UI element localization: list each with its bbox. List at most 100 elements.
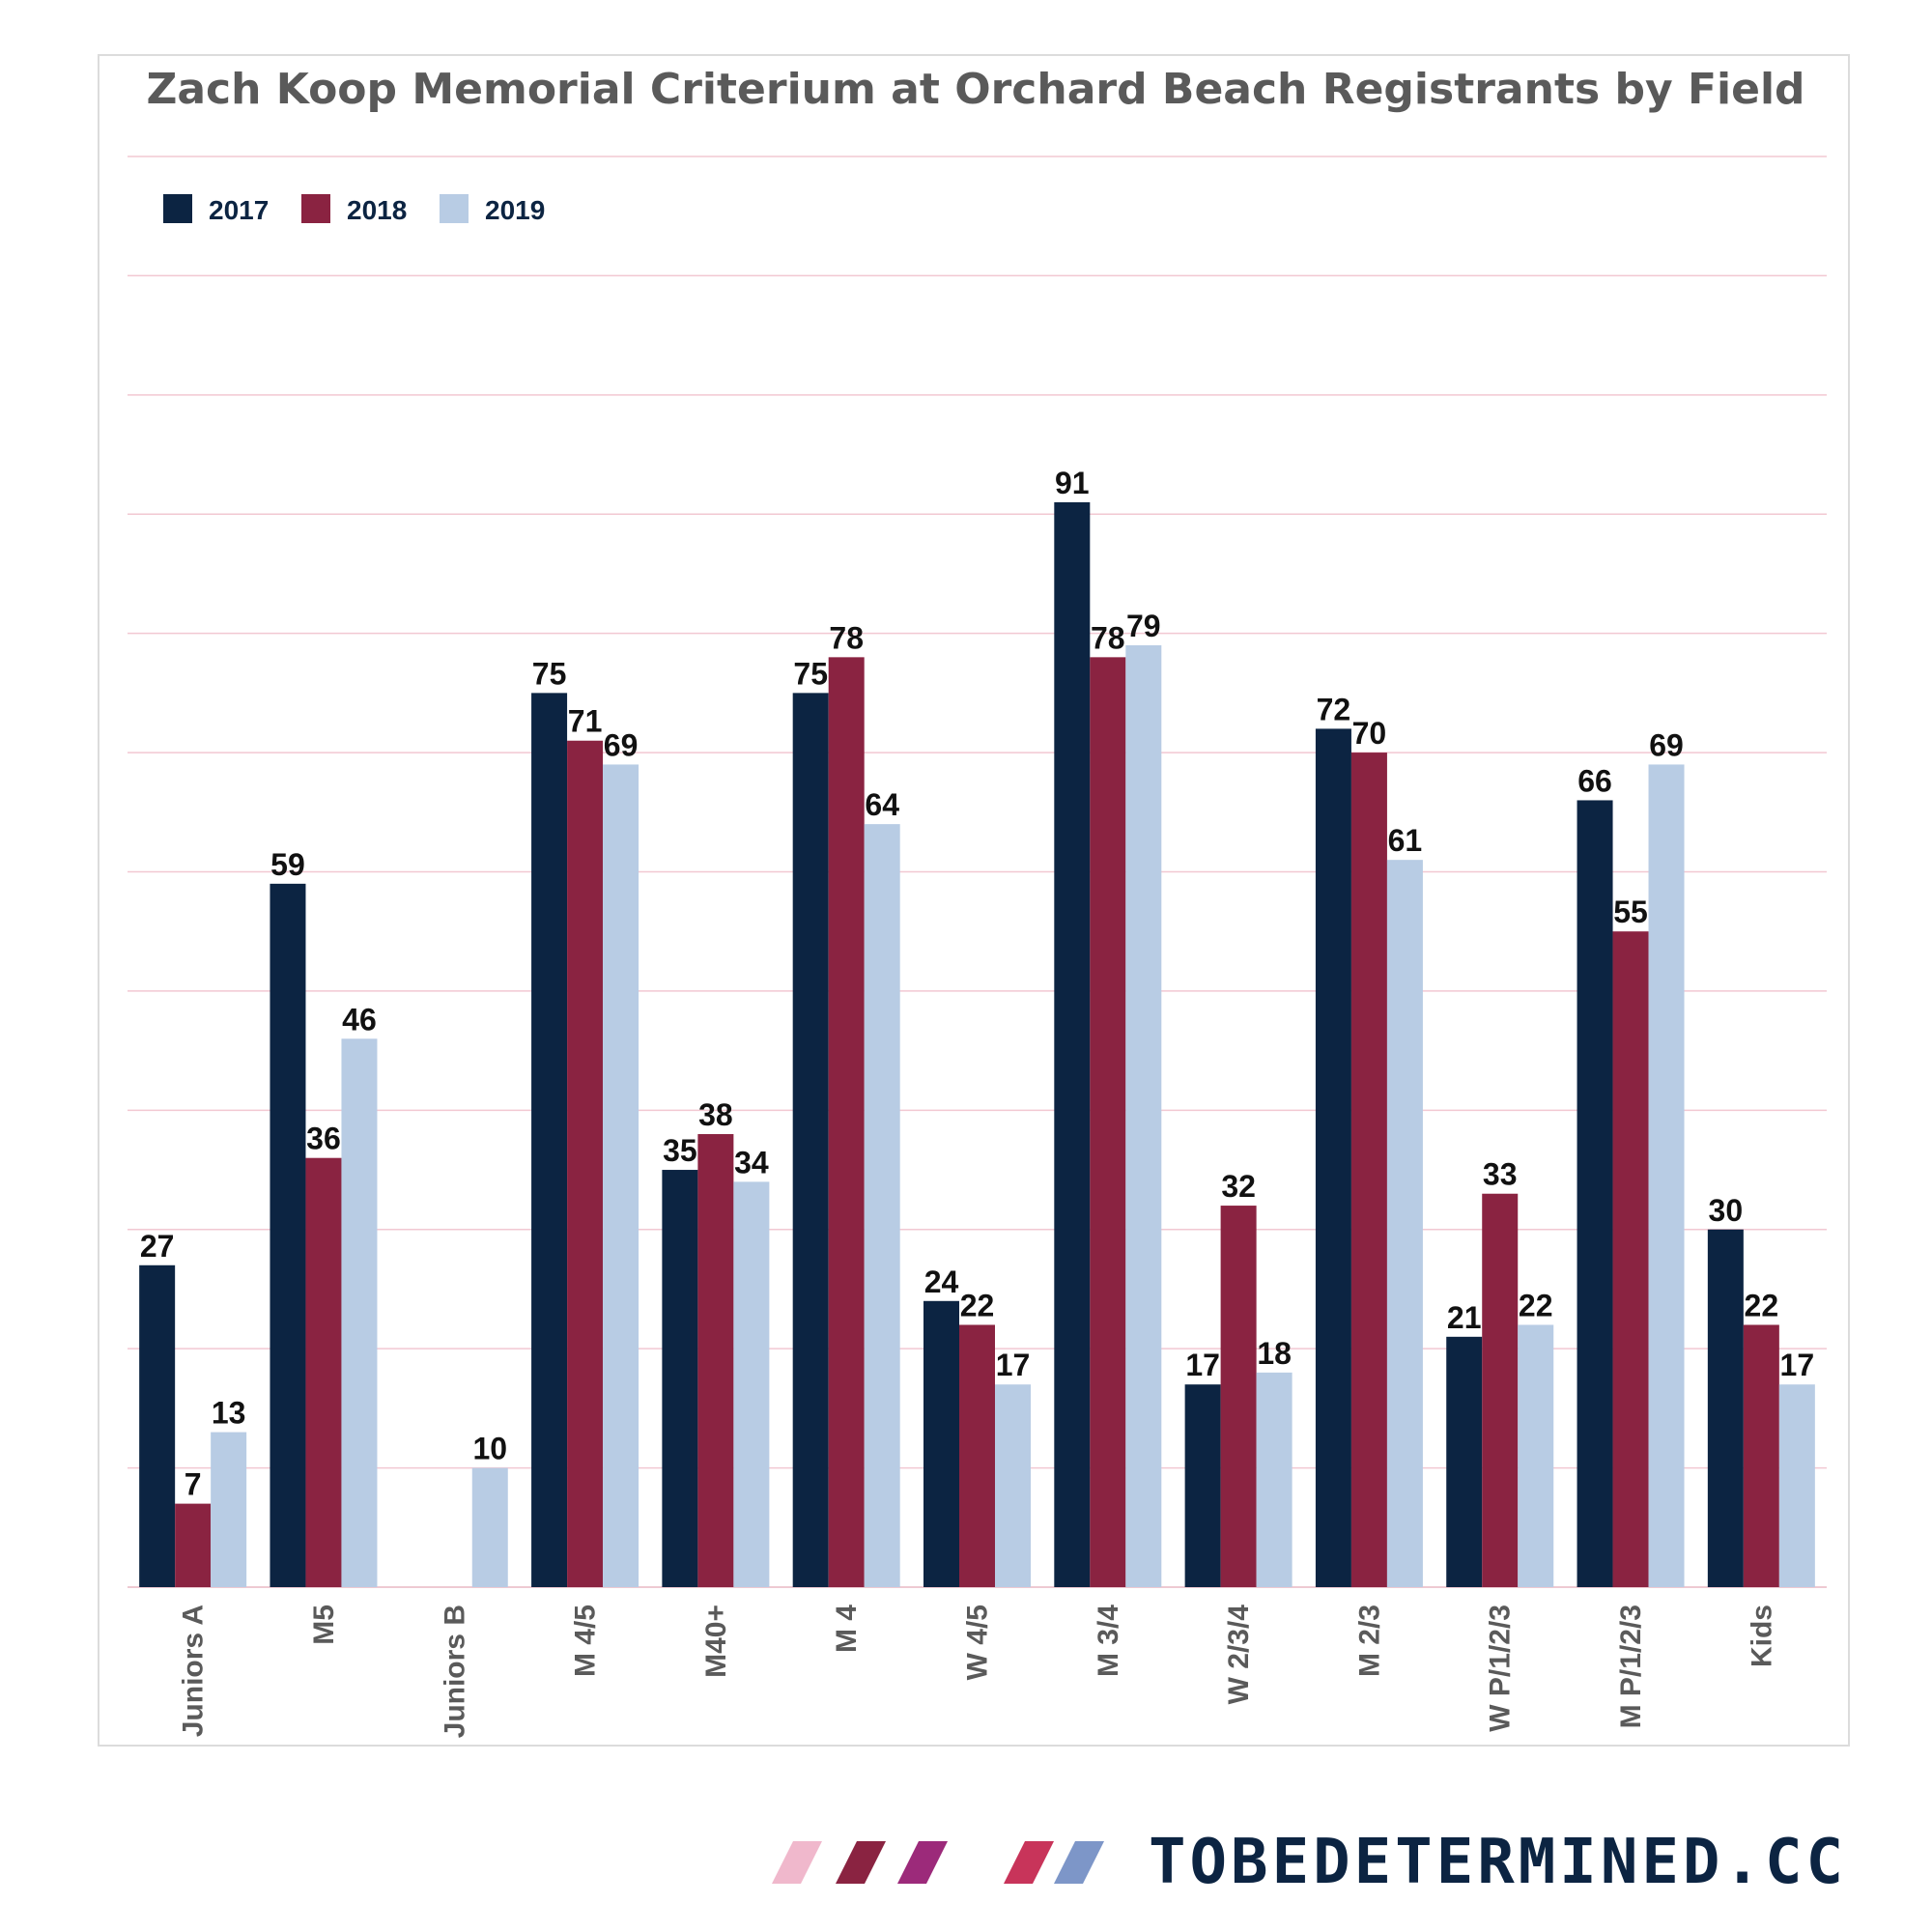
data-label: 21 — [1447, 1300, 1482, 1335]
brand-stripe — [1053, 1841, 1104, 1884]
brand-stripes-icon — [771, 1841, 1104, 1884]
data-label: 66 — [1577, 763, 1612, 798]
x-tick-label: W 2/3/4 — [1223, 1605, 1255, 1705]
bar-2019-m-2-3 — [1386, 860, 1423, 1587]
bar-2017-juniors-a — [139, 1264, 176, 1587]
x-tick-label: M 3/4 — [1093, 1605, 1124, 1677]
bar-2019-w-2-3-4 — [1256, 1372, 1293, 1587]
legend-swatch-2017 — [163, 194, 192, 223]
brand-stripe — [835, 1841, 886, 1884]
x-tick-label: Juniors B — [439, 1605, 470, 1738]
brand-logo: TOBEDETERMINED.CC — [771, 1827, 1847, 1898]
data-label: 32 — [1221, 1169, 1256, 1204]
bar-2019-kids — [1778, 1384, 1815, 1587]
bar-2019-m-3-4 — [1125, 645, 1162, 1587]
bar-2018-m5 — [305, 1157, 342, 1587]
bar-2017-m-2-3 — [1315, 728, 1351, 1587]
data-label: 24 — [924, 1264, 959, 1299]
data-label: 13 — [212, 1396, 246, 1431]
data-labels: 2771359364610757169353834757864242217917… — [140, 466, 1814, 1502]
data-label: 10 — [472, 1432, 507, 1466]
x-tick-label: M P/1/2/3 — [1615, 1605, 1647, 1728]
legend-swatch-2019 — [440, 194, 469, 223]
x-tick-label: Juniors A — [178, 1605, 210, 1737]
legend: 2017 2018 2019 — [163, 194, 545, 225]
bar-2018-w-4-5 — [959, 1324, 995, 1587]
x-axis-ticks: Juniors A M5 Juniors B M 4/5 M40+ M 4 W 4/5 M 3… — [178, 1605, 1778, 1739]
bar-2019-m-4 — [864, 824, 900, 1587]
bar-2018-m-p-1-2-3 — [1612, 931, 1649, 1587]
bar-2017-kids — [1707, 1229, 1744, 1587]
data-label: 36 — [306, 1122, 341, 1156]
data-label: 17 — [1780, 1348, 1815, 1382]
data-label: 72 — [1317, 692, 1351, 726]
data-label: 22 — [1745, 1288, 1779, 1322]
bar-2018-juniors-a — [175, 1503, 212, 1587]
data-label: 27 — [140, 1229, 175, 1264]
data-label: 61 — [1388, 823, 1423, 858]
data-label: 70 — [1352, 716, 1387, 751]
brand-stripe — [1003, 1841, 1054, 1884]
data-label: 75 — [532, 656, 567, 691]
bar-2019-m-p-1-2-3 — [1648, 764, 1685, 1587]
data-label: 91 — [1055, 466, 1090, 500]
brand-text: TOBEDETERMINED.CC — [1148, 1827, 1847, 1898]
data-label: 78 — [829, 620, 864, 655]
x-tick-label: M40+ — [700, 1605, 732, 1678]
data-label: 69 — [604, 727, 639, 762]
bar-2018-m-2-3 — [1350, 753, 1387, 1587]
x-tick-label: Kids — [1746, 1605, 1777, 1667]
legend-swatch-2018 — [301, 194, 330, 223]
x-tick-label: M 4 — [831, 1605, 863, 1653]
bar-2017-m-4 — [792, 693, 829, 1587]
gridlines — [128, 156, 1827, 1588]
bar-2019-m40- — [733, 1181, 770, 1587]
bar-2017-m-p-1-2-3 — [1577, 800, 1613, 1587]
bar-2017-w-2-3-4 — [1184, 1384, 1221, 1587]
bar-2018-kids — [1743, 1324, 1779, 1587]
bar-2018-m40- — [697, 1134, 734, 1587]
bar-2018-m-3-4 — [1090, 657, 1126, 1587]
bar-2017-m5 — [270, 883, 306, 1587]
data-label: 71 — [568, 704, 603, 739]
data-label: 75 — [793, 656, 828, 691]
bar-2017-w-p-1-2-3 — [1446, 1336, 1483, 1587]
data-label: 34 — [734, 1145, 769, 1179]
data-label: 30 — [1709, 1193, 1744, 1228]
bar-2019-juniors-b — [471, 1467, 508, 1587]
legend-label-2017: 2017 — [209, 195, 269, 225]
bar-2018-m-4-5 — [567, 740, 604, 1587]
data-label: 59 — [270, 847, 305, 882]
brand-stripe — [771, 1841, 822, 1884]
data-label: 38 — [698, 1097, 733, 1132]
x-tick-label: M5 — [308, 1605, 340, 1645]
x-tick-label: W 4/5 — [962, 1605, 994, 1680]
bar-2019-juniors-a — [211, 1432, 247, 1587]
bar-2019-m-4-5 — [603, 764, 639, 1587]
data-label: 17 — [996, 1348, 1031, 1382]
bar-2018-w-p-1-2-3 — [1482, 1193, 1519, 1587]
data-label: 33 — [1483, 1157, 1518, 1192]
data-label: 64 — [865, 787, 899, 822]
data-label: 7 — [185, 1467, 202, 1502]
brand-stripe — [896, 1841, 948, 1884]
data-label: 22 — [1519, 1288, 1553, 1322]
chart-title: Zach Koop Memorial Criterium at Orchard … — [146, 65, 1804, 114]
x-tick-label: M 4/5 — [570, 1605, 602, 1677]
bar-2019-m5 — [341, 1038, 378, 1587]
data-label: 46 — [342, 1002, 377, 1037]
bar-2019-w-p-1-2-3 — [1518, 1324, 1554, 1587]
data-label: 78 — [1091, 620, 1125, 655]
bar-2018-w-2-3-4 — [1220, 1206, 1257, 1587]
data-label: 22 — [960, 1288, 995, 1322]
data-label: 79 — [1126, 609, 1161, 643]
data-label: 69 — [1649, 727, 1684, 762]
bar-2018-m-4 — [828, 657, 865, 1587]
data-label: 55 — [1613, 895, 1648, 929]
legend-label-2019: 2019 — [485, 195, 545, 225]
bar-2017-m-3-4 — [1054, 501, 1091, 1587]
bar-2017-m-4-5 — [531, 693, 568, 1587]
bar-2017-m40- — [662, 1170, 698, 1587]
data-label: 17 — [1185, 1348, 1220, 1382]
x-tick-label: W P/1/2/3 — [1485, 1605, 1517, 1732]
